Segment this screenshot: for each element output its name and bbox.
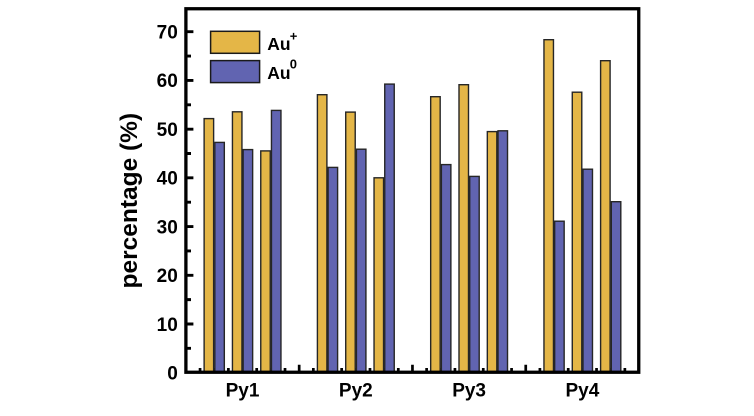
- svg-text:percentage (%): percentage (%): [116, 113, 143, 289]
- svg-text:Py2: Py2: [339, 380, 373, 401]
- svg-text:20: 20: [157, 266, 178, 287]
- svg-text:10: 10: [157, 315, 178, 336]
- svg-text:40: 40: [157, 169, 178, 190]
- svg-text:0: 0: [167, 364, 178, 385]
- svg-text:+: +: [290, 29, 298, 44]
- svg-text:Py4: Py4: [565, 380, 599, 401]
- svg-text:Py3: Py3: [452, 380, 486, 401]
- svg-text:Au: Au: [267, 34, 290, 54]
- svg-text:Au: Au: [267, 63, 290, 83]
- svg-text:60: 60: [157, 71, 178, 92]
- svg-text:30: 30: [157, 217, 178, 238]
- svg-text:Py1: Py1: [226, 380, 260, 401]
- svg-text:50: 50: [157, 120, 178, 141]
- svg-text:70: 70: [157, 23, 178, 44]
- svg-text:0: 0: [290, 56, 297, 71]
